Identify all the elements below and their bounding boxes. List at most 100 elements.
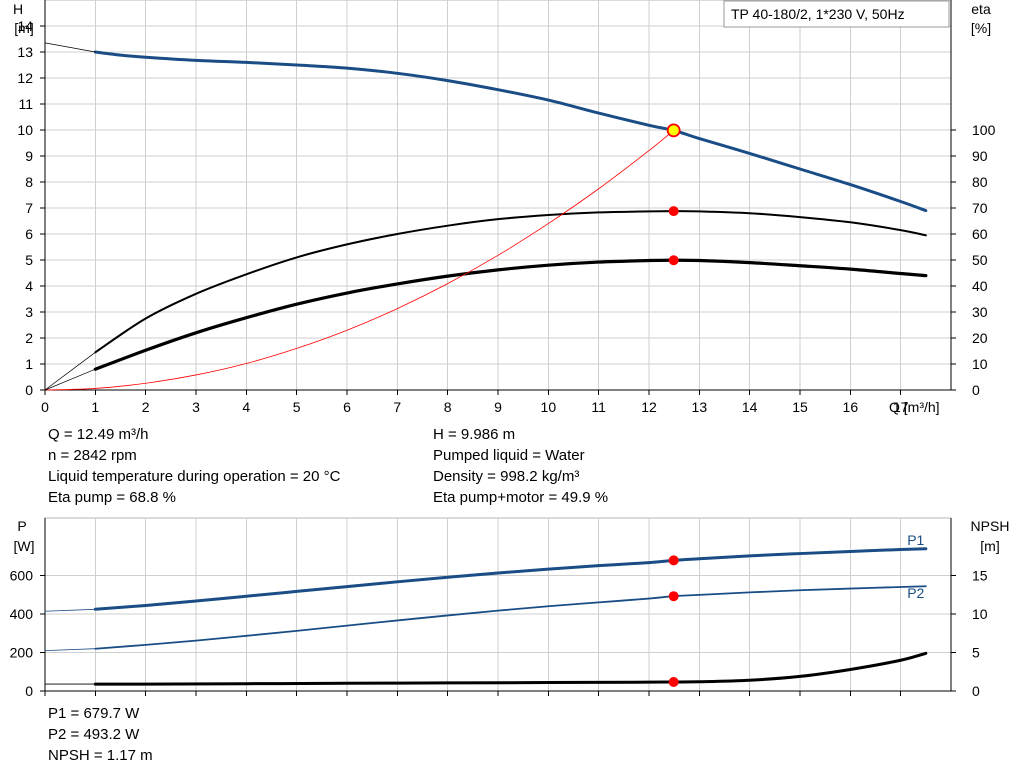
x-tick-label: 2 — [142, 399, 150, 415]
y-right-tick-label: 90 — [972, 148, 988, 164]
y-left-tick-label: 0 — [25, 683, 33, 699]
y-left-tick-label: 600 — [10, 568, 34, 584]
x-tick-label: 0 — [41, 399, 49, 415]
y-right-axis-unit: [%] — [971, 20, 991, 36]
head-efficiency-chart: 0 1 2 3 4 5 6 7 8 9 10 11 12 13 14 15 16 1701234567891011… — [13, 0, 996, 415]
curve-label-p2: P2 — [907, 585, 924, 601]
y-right-tick-label: 20 — [972, 330, 988, 346]
y-left-tick-label: 12 — [17, 70, 33, 86]
info-npsh: NPSH = 1.17 m — [48, 747, 153, 764]
power-npsh-chart: 0 200 400 600 0 5 10 15 P [W] NPSH [m] P1 P2 — [10, 517, 1010, 699]
info-pumped-liquid: Pumped liquid = Water — [433, 447, 585, 464]
y-right-axis-title: NPSH — [971, 518, 1010, 534]
y-right-tick-label: 0 — [972, 683, 980, 699]
y-left-tick-label: 1 — [25, 356, 33, 372]
p1-extrapolation-curve — [44, 608, 96, 612]
info-eta-pump-motor: Eta pump+motor = 49.9 % — [433, 489, 609, 506]
y-right-tick-label: 10 — [972, 606, 988, 622]
x-tick-label: 17 — [893, 399, 909, 415]
y-left-tick-label: 3 — [25, 304, 33, 320]
info-liquid-temperature: Liquid temperature during operation = 20… — [48, 468, 341, 485]
x-tick-label: 16 — [843, 399, 859, 415]
chart-title: TP 40-180/2, 1*230 V, 50Hz — [731, 6, 905, 22]
info-speed: n = 2842 rpm — [48, 447, 137, 464]
x-tick-label: 9 — [494, 399, 502, 415]
y-right-tick-label: 50 — [972, 252, 988, 268]
info-density: Density = 998.2 kg/m³ — [433, 468, 580, 485]
y-left-tick-label: 13 — [17, 44, 33, 60]
x-tick-label: 12 — [641, 399, 657, 415]
info-head: H = 9.986 m — [433, 426, 516, 443]
operating-point-p1-marker — [668, 555, 679, 566]
y-left-tick-label: 9 — [25, 148, 33, 164]
y-right-tick-label: 80 — [972, 174, 988, 190]
y-left-axis-title: P — [17, 518, 26, 534]
x-tick-label: 7 — [393, 399, 401, 415]
y-right-tick-label: 100 — [972, 122, 996, 138]
y-left-tick-label: 2 — [25, 330, 33, 346]
y-right-axis-title: eta — [971, 1, 991, 17]
p1-curve — [93, 547, 928, 611]
y-left-tick-label: 8 — [25, 174, 33, 190]
x-tick-label: 4 — [242, 399, 250, 415]
x-tick-label: 5 — [293, 399, 301, 415]
curve-label-p1: P1 — [907, 532, 924, 548]
y-left-axis-unit: [m] — [14, 20, 33, 36]
y-left-tick-label: 5 — [25, 252, 33, 268]
y-right-tick-label: 70 — [972, 200, 988, 216]
y-left-tick-label: 11 — [18, 96, 33, 112]
operating-point-eta-pump-marker — [668, 206, 679, 217]
y-left-axis-title: H — [13, 1, 23, 17]
info-p2: P2 = 493.2 W — [48, 726, 140, 743]
y-right-tick-label: 30 — [972, 304, 988, 320]
y-right-tick-label: 60 — [972, 226, 988, 242]
npsh-curve — [93, 651, 928, 686]
y-left-tick-label: 10 — [17, 122, 33, 138]
info-right-block: H = 9.986 m Pumped liquid = Water Densit… — [433, 424, 608, 508]
y-right-tick-label: 40 — [972, 278, 988, 294]
p2-curve — [94, 585, 927, 650]
y-right-tick-label: 5 — [972, 645, 980, 661]
eta-extrapolation-curve — [44, 352, 96, 391]
x-axis-title: Q [m³/h] — [889, 399, 940, 415]
y-right-tick-label: 10 — [972, 356, 988, 372]
y-right-tick-label: 15 — [972, 568, 988, 584]
system-curve-curve — [44, 129, 675, 391]
title-box — [723, 0, 950, 28]
eta-extrapolation-curve — [44, 368, 96, 391]
operating-point-p2-marker — [668, 591, 679, 602]
y-left-tick-label: 7 — [25, 200, 33, 216]
y-left-tick-label: 6 — [25, 226, 33, 242]
y-left-axis-unit: [W] — [14, 538, 35, 554]
info-left-block: Q = 12.49 m³/h n = 2842 rpm Liquid tempe… — [48, 424, 340, 508]
y-left-tick-label: 400 — [10, 606, 34, 622]
operating-point-eta-pump-motor-marker — [668, 255, 679, 266]
x-tick-label: 14 — [742, 399, 758, 415]
x-tick-label: 8 — [444, 399, 452, 415]
operating-point-npsh-marker — [668, 677, 679, 688]
y-left-tick-label: 0 — [25, 382, 33, 398]
eta-pump-motor-curve — [93, 258, 928, 371]
x-tick-label: 13 — [692, 399, 708, 415]
y-right-tick-label: 0 — [972, 382, 980, 398]
x-tick-label: 10 — [541, 399, 557, 415]
info-eta-pump: Eta pump = 68.8 % — [48, 489, 176, 506]
info-power-block: P1 = 679.7 W P2 = 493.2 W NPSH = 1.17 m — [48, 703, 153, 766]
y-left-tick-label: 14 — [17, 18, 33, 34]
h-extrapolation-curve — [44, 42, 96, 53]
x-tick-label: 3 — [192, 399, 200, 415]
info-p1: P1 = 679.7 W — [48, 705, 140, 722]
x-tick-label: 1 — [91, 399, 99, 415]
y-left-tick-label: 4 — [25, 278, 33, 294]
p2-extrapolation-curve — [44, 648, 96, 652]
h-curve — [93, 50, 928, 213]
info-flow: Q = 12.49 m³/h — [48, 426, 149, 443]
y-right-axis-unit: [m] — [980, 538, 999, 554]
y-left-tick-label: 200 — [10, 645, 34, 661]
x-tick-label: 11 — [591, 399, 606, 415]
operating-point-head-marker — [666, 123, 681, 138]
x-tick-label: 15 — [792, 399, 808, 415]
eta-pump-curve — [94, 210, 927, 354]
x-tick-label: 6 — [343, 399, 351, 415]
